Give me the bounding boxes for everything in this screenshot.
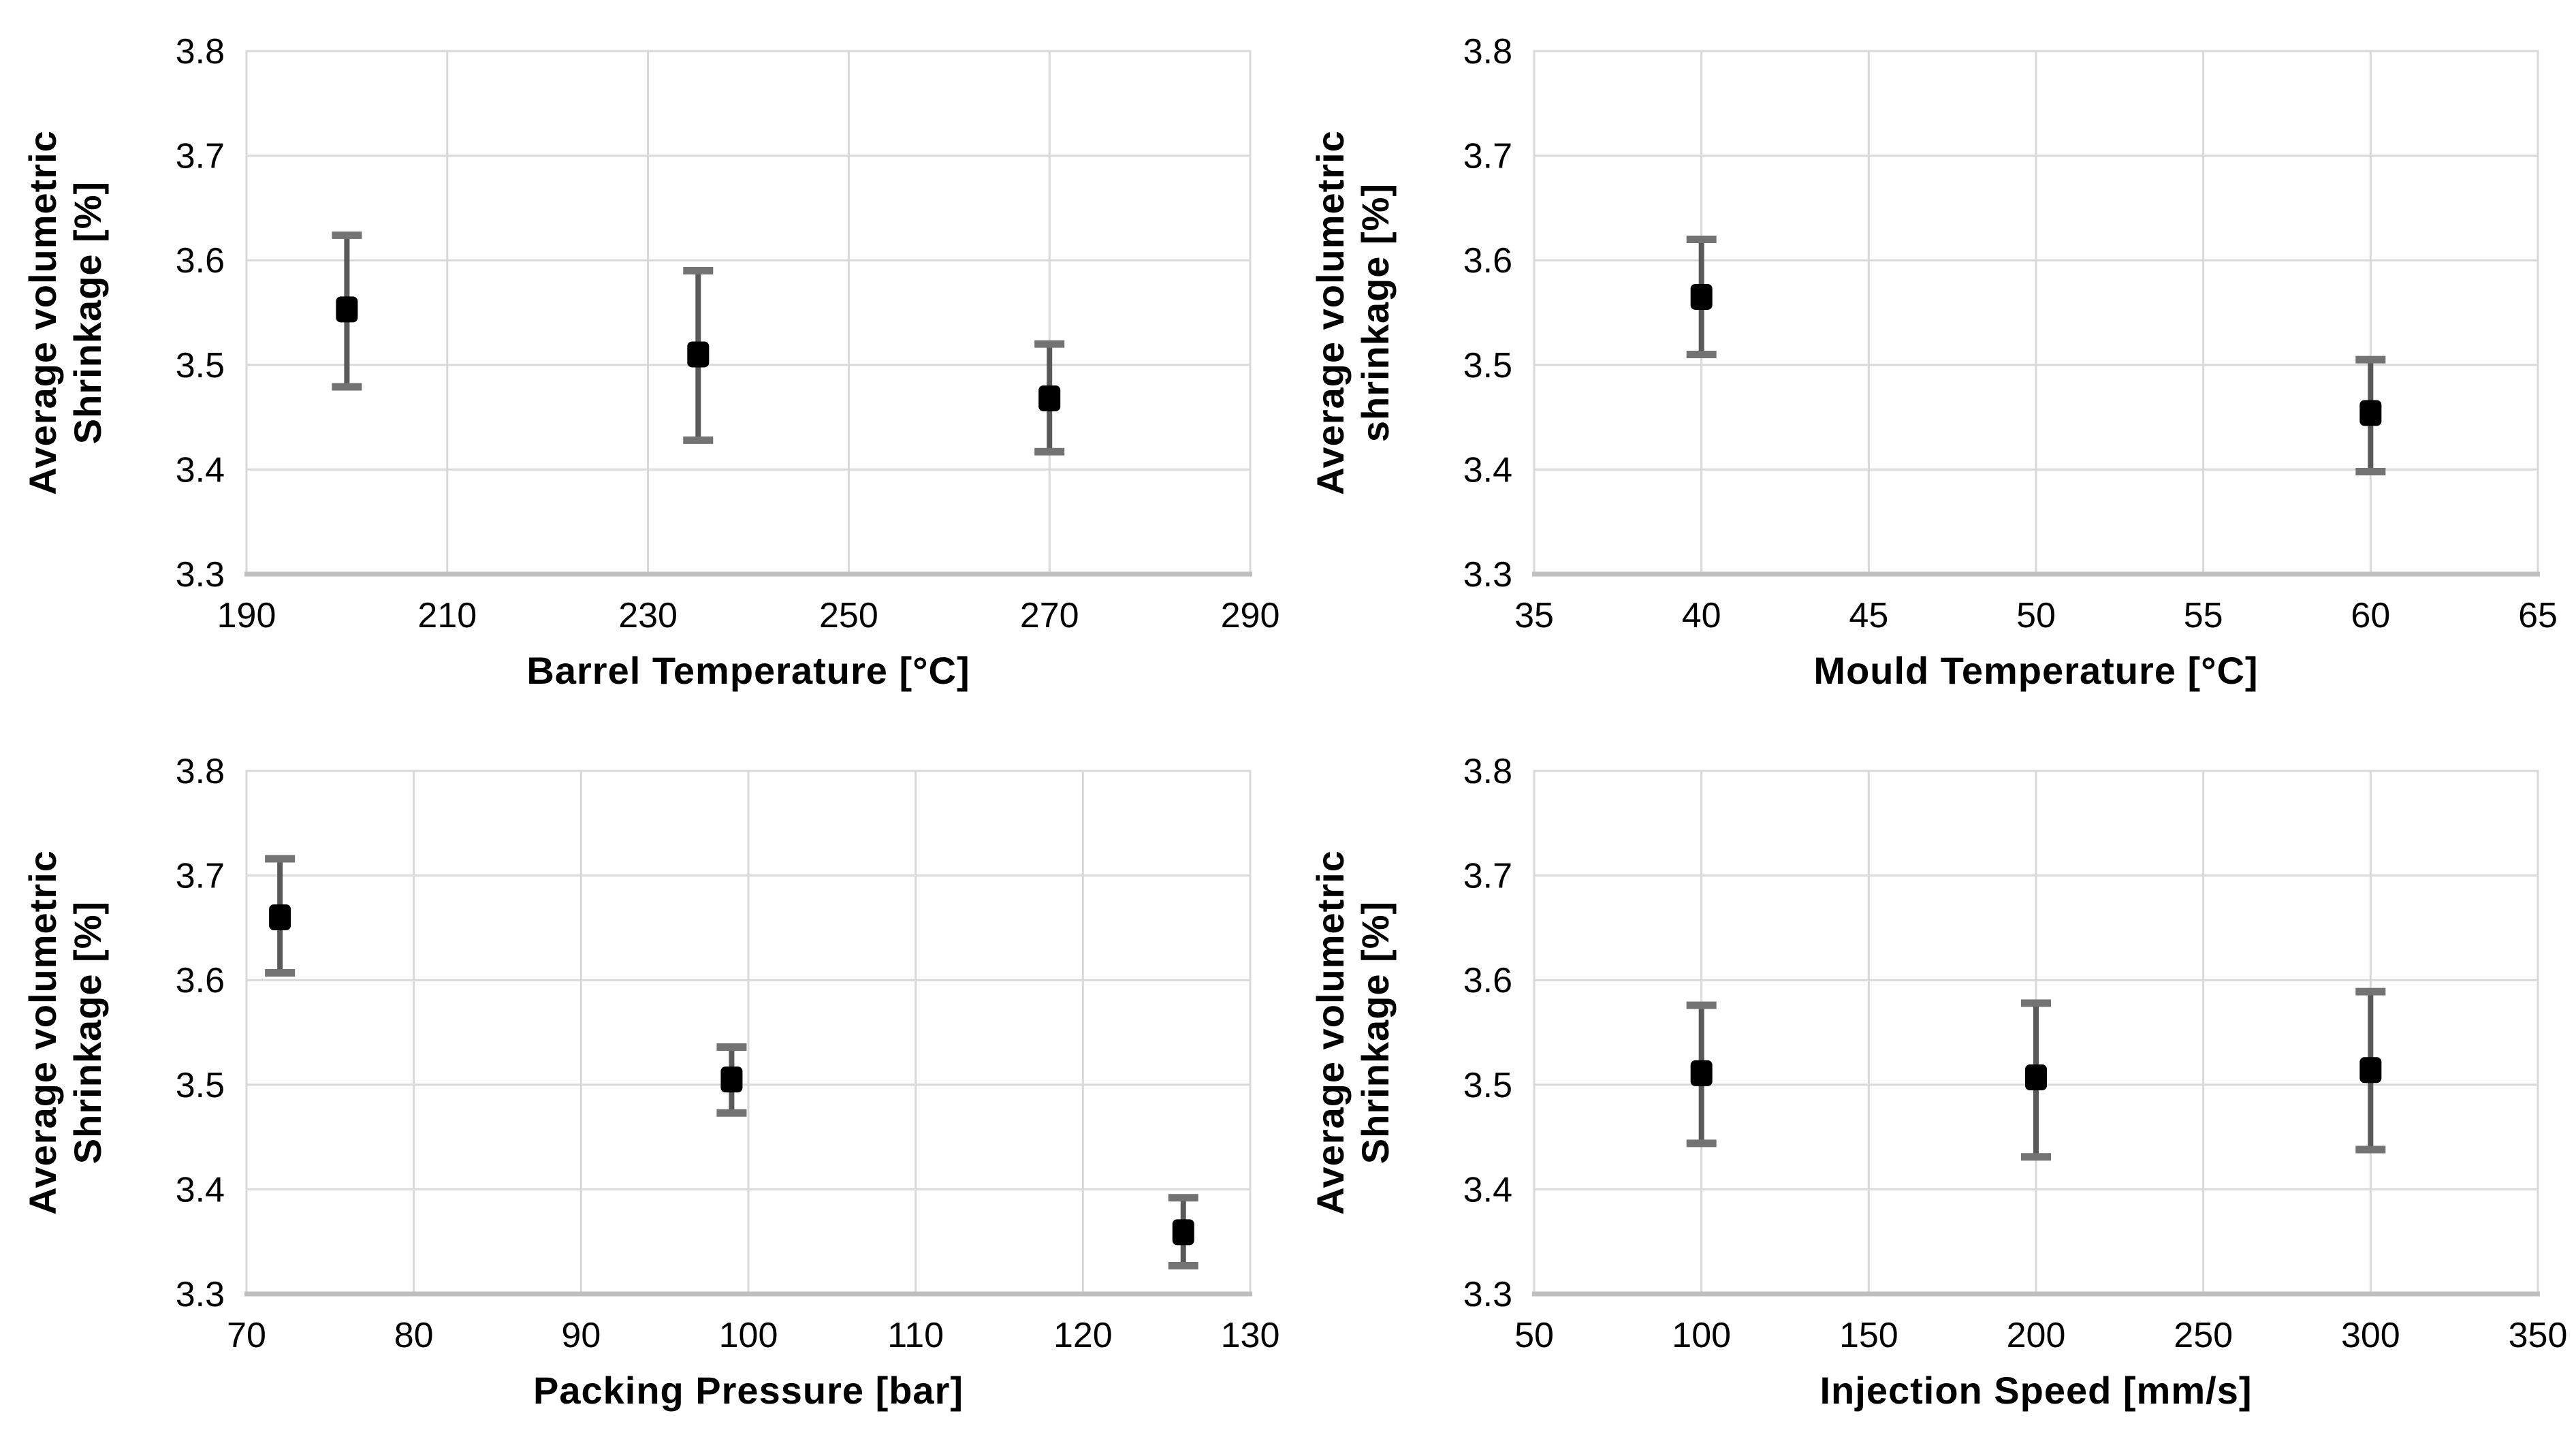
y-tick-label: 3.8 [176, 752, 225, 791]
x-axis-title: Mould Temperature [°C] [1813, 649, 2259, 692]
chart-barrel-temperature: Average volumetric Shrinkage [%] 3.3 3.4 3… [0, 0, 1288, 719]
plot-border [245, 50, 1252, 575]
chart-injection-speed: Average volumetric Shrinkage [%] 3.3 3.4 3… [1288, 720, 2576, 1439]
data-point-marker [1038, 385, 1061, 411]
y-tick-label: 3.4 [176, 450, 225, 490]
y-tick-label: 3.6 [176, 241, 225, 281]
x-tick-label: 200 [2007, 1316, 2066, 1355]
y-tick-label: 3.7 [1463, 137, 1512, 176]
y-tick-label: 3.5 [1463, 346, 1512, 385]
x-tick-label: 350 [2509, 1316, 2568, 1355]
y-tick-label: 3.8 [1463, 752, 1512, 791]
chart-mould-temperature: Average volumetric shrinkage [%] 3.3 3.4 3… [1288, 0, 2576, 719]
data-point-marker [336, 296, 358, 323]
y-tick-label: 3.8 [1463, 32, 1512, 72]
data-point-marker [720, 1066, 743, 1093]
x-tick-label: 100 [1672, 1316, 1731, 1355]
data-point-marker [2359, 400, 2382, 426]
x-axis-title: Injection Speed [mm/s] [1819, 1369, 2253, 1412]
data-point-marker [2025, 1064, 2047, 1091]
y-tick-label: 3.8 [176, 32, 225, 72]
y-tick-label: 3.6 [176, 961, 225, 1000]
y-tick-label: 3.7 [176, 137, 225, 176]
data-point-marker [269, 904, 291, 931]
plot-area-injection-speed: 3.3 3.4 3.5 3.6 3.7 3.8 50 100 150 200 250 300 350 [1463, 752, 2568, 1355]
plot-area-barrel-temperature: 3.3 3.4 3.5 3.6 3.7 3.8 190 210 230 250 270 290 [176, 32, 1280, 635]
y-tick-label: 3.3 [176, 1275, 225, 1314]
chart-packing-pressure: Average volumetric Shrinkage [%] 3.3 3.4 3… [0, 720, 1288, 1439]
x-tick-label: 60 [2351, 596, 2390, 635]
y-tick-label: 3.3 [176, 555, 225, 595]
x-tick-label: 110 [887, 1316, 944, 1355]
x-tick-label: 90 [561, 1316, 601, 1355]
data-point-marker [1172, 1219, 1194, 1246]
plot-area-packing-pressure: 3.3 3.4 3.5 3.6 3.7 3.8 70 80 90 100 110 120 130 [176, 752, 1280, 1355]
y-tick-label: 3.7 [1463, 857, 1512, 896]
y-tick-label: 3.6 [1463, 961, 1512, 1000]
x-tick-label: 50 [1514, 1316, 1554, 1355]
x-tick-label: 150 [1839, 1316, 1898, 1355]
y-tick-label: 3.6 [1463, 241, 1512, 281]
x-tick-label: 210 [417, 596, 477, 635]
x-tick-label: 50 [2016, 596, 2056, 635]
y-tick-label: 3.3 [1463, 1275, 1512, 1314]
x-tick-label: 250 [2174, 1316, 2233, 1355]
x-tick-label: 190 [217, 596, 276, 635]
plot-area-mould-temperature: 3.3 3.4 3.5 3.6 3.7 3.8 35 40 45 50 55 60 65 [1463, 32, 2558, 635]
y-tick-label: 3.7 [176, 857, 225, 896]
x-tick-label: 290 [1221, 596, 1280, 635]
x-tick-label: 120 [1053, 1316, 1113, 1355]
data-point-marker [2359, 1057, 2382, 1084]
y-tick-label: 3.4 [176, 1170, 225, 1209]
y-tick-label: 3.5 [176, 1066, 225, 1105]
x-tick-label: 100 [719, 1316, 778, 1355]
x-tick-label: 130 [1221, 1316, 1280, 1355]
x-tick-label: 40 [1682, 596, 1721, 635]
y-tick-label: 3.5 [176, 346, 225, 385]
x-tick-label: 80 [394, 1316, 434, 1355]
x-tick-label: 45 [1849, 596, 1888, 635]
x-tick-label: 250 [819, 596, 878, 635]
x-axis-title: Packing Pressure [bar] [532, 1369, 964, 1412]
x-tick-label: 270 [1020, 596, 1079, 635]
x-axis-title: Barrel Temperature [°C] [526, 649, 970, 692]
data-point-marker [1690, 1060, 1713, 1086]
x-tick-label: 65 [2518, 596, 2558, 635]
x-tick-label: 230 [618, 596, 678, 635]
x-tick-label: 35 [1514, 596, 1554, 635]
y-tick-label: 3.3 [1463, 555, 1512, 595]
y-tick-label: 3.4 [1463, 1170, 1512, 1209]
y-tick-label: 3.4 [1463, 450, 1512, 490]
data-point-marker [687, 341, 710, 368]
data-point-marker [1690, 283, 1713, 310]
x-tick-label: 70 [227, 1316, 266, 1355]
y-tick-label: 3.5 [1463, 1066, 1512, 1105]
x-tick-label: 55 [2184, 596, 2223, 635]
x-tick-label: 300 [2341, 1316, 2400, 1355]
